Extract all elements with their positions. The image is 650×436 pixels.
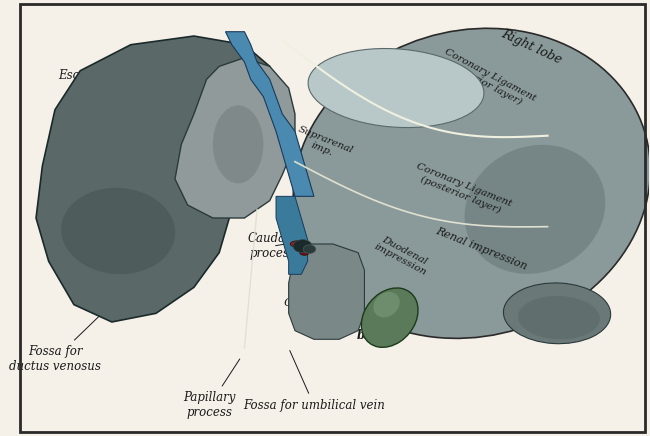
Text: Papillary
process: Papillary process — [183, 359, 240, 419]
Ellipse shape — [61, 188, 176, 274]
Text: Coronary Ligament
(posterior layer): Coronary Ligament (posterior layer) — [411, 162, 514, 218]
Text: Right lobe: Right lobe — [499, 27, 564, 67]
Ellipse shape — [213, 106, 263, 184]
Text: Coronary Ligament
(anterior layer): Coronary Ligament (anterior layer) — [438, 47, 538, 112]
Text: Caudate
process: Caudate process — [248, 232, 298, 260]
Text: Renal impression: Renal impression — [434, 225, 528, 271]
Text: Gastric
impression: Gastric impression — [55, 220, 118, 242]
Ellipse shape — [293, 28, 650, 338]
PathPatch shape — [36, 36, 270, 322]
Circle shape — [303, 245, 316, 253]
Text: Inf. vena cava: Inf. vena cava — [236, 73, 285, 138]
Ellipse shape — [300, 250, 309, 255]
Text: Colic
impression: Colic impression — [518, 301, 584, 330]
Ellipse shape — [308, 48, 484, 128]
Text: Suprarenal
imp.: Suprarenal imp. — [292, 124, 354, 164]
Ellipse shape — [504, 283, 610, 344]
Text: Fossa for umbilical vein: Fossa for umbilical vein — [243, 351, 385, 412]
PathPatch shape — [226, 32, 314, 196]
Circle shape — [293, 240, 312, 252]
Ellipse shape — [361, 288, 418, 347]
Text: Duodenal
impression: Duodenal impression — [372, 233, 432, 277]
Text: Tuber
omentale: Tuber omentale — [125, 260, 187, 288]
PathPatch shape — [289, 244, 365, 339]
Text: Quadrate
lobe: Quadrate lobe — [283, 298, 336, 320]
Text: Esophageal groove: Esophageal groove — [58, 54, 204, 82]
Ellipse shape — [373, 292, 400, 317]
Text: Gall
bladder: Gall bladder — [357, 314, 408, 342]
PathPatch shape — [276, 196, 307, 274]
PathPatch shape — [175, 58, 295, 218]
Text: Nonperitoneal
surface: Nonperitoneal surface — [317, 74, 406, 119]
Ellipse shape — [291, 241, 306, 247]
Text: Caudate
lobe: Caudate lobe — [185, 152, 235, 180]
Ellipse shape — [518, 296, 600, 339]
Ellipse shape — [465, 145, 605, 274]
Text: Left lobe: Left lobe — [51, 160, 64, 216]
Text: Fossa for
ductus venosus: Fossa for ductus venosus — [9, 263, 154, 373]
